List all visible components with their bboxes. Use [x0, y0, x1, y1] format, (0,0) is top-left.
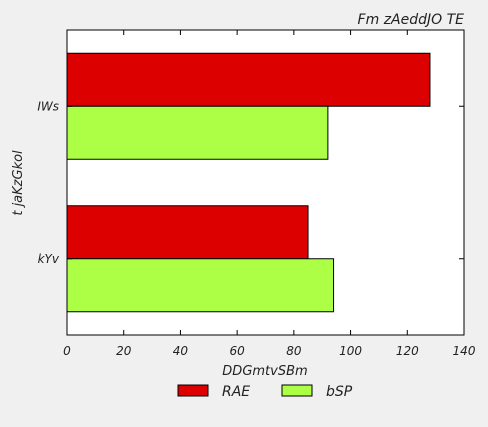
x-tick-label: 40	[173, 344, 189, 358]
legend: RAE bSP	[177, 384, 353, 400]
x-tick-label: 80	[286, 344, 302, 358]
y-tick-label: kYv	[38, 252, 60, 266]
legend-label-RAE: RAE	[222, 384, 250, 400]
x-tick-label: 100	[339, 344, 362, 358]
y-axis-label: t jaKzGkol	[11, 150, 26, 216]
y-tick-label: IWs	[37, 99, 59, 113]
x-tick-label: 120	[396, 344, 419, 358]
x-tick-label: 20	[116, 344, 132, 358]
bar-RAE-IWs	[66, 52, 431, 107]
legend-swatch-RAE	[177, 384, 209, 397]
x-ticks: 0 20 40 60 80 100 120 140	[63, 30, 476, 358]
bars-group	[66, 52, 431, 313]
x-tick-label: 60	[230, 344, 246, 358]
legend-swatch-bSP	[281, 384, 313, 397]
bar-bSP-kYv	[66, 258, 335, 313]
legend-label-bSP: bSP	[326, 384, 353, 400]
bar-bSP-IWs	[66, 105, 329, 160]
x-tick-label: 0	[63, 344, 71, 358]
y-ticks: kYv IWs	[37, 99, 464, 266]
bar-RAE-kYv	[66, 205, 309, 260]
x-axis-label: DDGmtvSBm	[222, 364, 307, 379]
chart-title: Fm zAeddJO TE	[358, 12, 465, 28]
x-tick-label: 140	[453, 344, 476, 358]
